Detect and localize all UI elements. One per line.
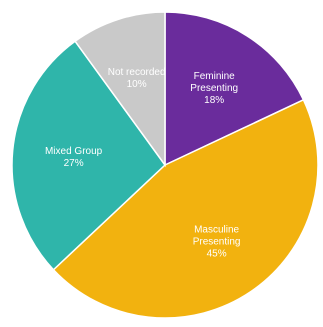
pie-labels: Feminine Presenting 18% Masculine Presenting… <box>45 67 241 259</box>
pie-slice-2 <box>11 40 166 271</box>
pie-slice-label-1: Masculine Presenting 45% <box>193 224 241 259</box>
pie-slice-3 <box>74 11 166 168</box>
pie-slices <box>11 11 319 319</box>
pie-slice-label-3: Not recorded 10% <box>108 67 166 90</box>
pie-slice-label-2: Mixed Group 27% <box>45 146 103 169</box>
pie-slice-label-0: Feminine Presenting 18% <box>190 71 238 106</box>
pie-slice-1 <box>52 98 319 319</box>
pie-slice-0 <box>164 11 305 167</box>
